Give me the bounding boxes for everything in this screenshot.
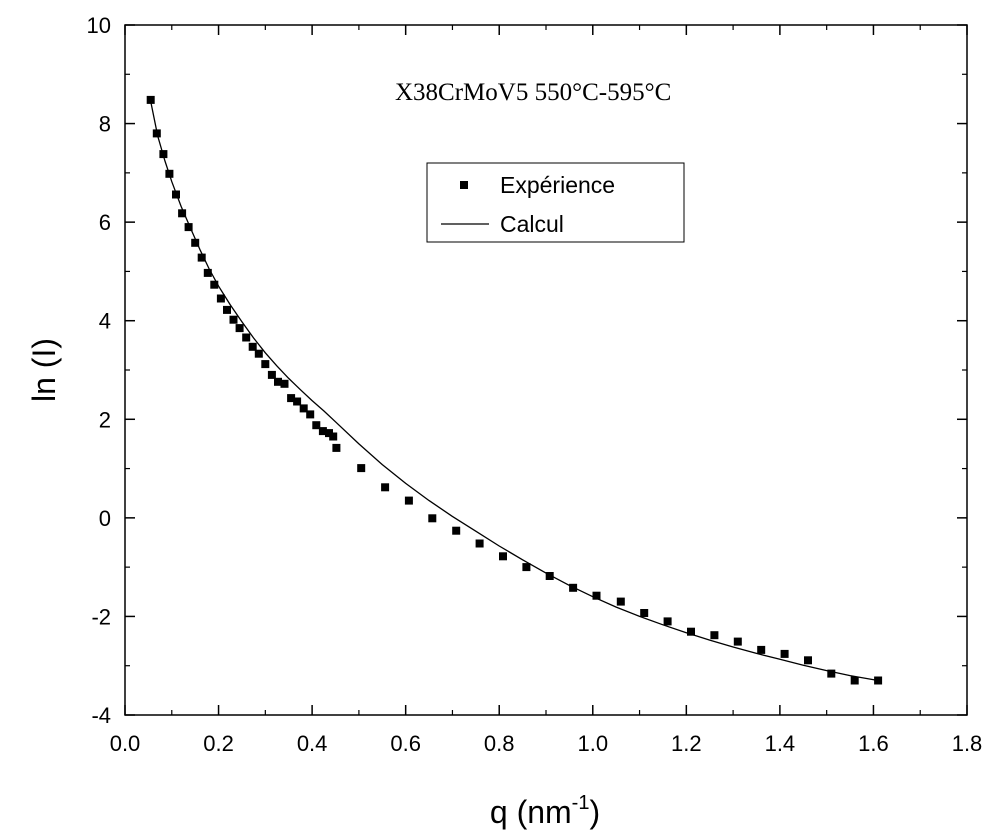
series-layer — [146, 95, 883, 685]
data-point-experience — [428, 514, 437, 523]
data-point-experience — [312, 421, 321, 430]
x-tick-label: 1.2 — [671, 731, 702, 756]
data-point-experience — [280, 379, 289, 388]
x-tick-label: 1.6 — [858, 731, 889, 756]
data-point-experience — [780, 649, 789, 658]
data-point-experience — [203, 268, 212, 277]
x-tick-label: 0.0 — [110, 731, 141, 756]
x-tick-label: 1.4 — [765, 731, 796, 756]
data-point-experience — [172, 190, 180, 199]
data-point-experience — [710, 631, 719, 640]
data-point-experience — [545, 572, 554, 580]
data-point-experience — [640, 609, 649, 617]
data-point-experience — [191, 238, 200, 247]
data-point-experience — [404, 496, 413, 505]
x-tick-label: 1.0 — [577, 731, 608, 756]
data-point-experience — [499, 552, 507, 561]
chart-annotation: X38CrMoV5 550°C-595°C — [395, 79, 671, 106]
data-point-experience — [261, 360, 270, 369]
legend-box — [426, 162, 685, 243]
x-tick-label: 0.6 — [390, 731, 421, 756]
data-point-experience — [165, 169, 174, 178]
data-point-experience — [475, 539, 484, 548]
data-point-experience — [178, 209, 187, 218]
data-point-experience — [184, 223, 193, 232]
data-point-experience — [332, 443, 341, 452]
x-tick-label: 0.8 — [484, 731, 515, 756]
data-point-experience — [452, 526, 461, 535]
x-axis-title-main: q (nm — [490, 794, 572, 830]
y-tick-label: -4 — [91, 703, 111, 728]
data-point-experience — [197, 253, 206, 262]
legend-label-experience: Expérience — [500, 172, 615, 198]
tick-labels: 0.0 0.2 0.4 0.6 0.8 1.0 1.2 1.4 1.6 1.8 -4 -2 0 2 4 6 8 1… — [87, 13, 983, 756]
data-point-experience — [235, 324, 244, 333]
series-line-calcul — [150, 101, 879, 682]
data-point-experience — [874, 676, 883, 685]
x-axis-title-end: ) — [589, 794, 600, 830]
y-tick-label: -2 — [91, 604, 111, 629]
data-point-experience — [216, 294, 225, 303]
data-point-experience — [299, 404, 308, 413]
data-point-experience — [592, 591, 601, 600]
plot-area-frame — [124, 24, 968, 716]
data-point-experience — [663, 617, 672, 626]
y-axis-title: ln (I) — [26, 338, 62, 402]
x-axis-title: q (nm-1) — [490, 792, 600, 830]
data-point-experience — [210, 280, 219, 289]
x-tick-label: 0.4 — [297, 731, 328, 756]
data-point-experience — [827, 669, 836, 678]
data-point-experience — [381, 483, 390, 492]
x-axis-title-superscript: -1 — [572, 792, 590, 814]
data-point-experience — [687, 627, 695, 636]
data-point-experience — [522, 563, 531, 572]
data-point-experience — [152, 129, 161, 138]
data-point-experience — [229, 315, 238, 324]
data-point-experience — [850, 676, 859, 685]
data-point-experience — [804, 656, 812, 665]
data-point-experience — [325, 429, 333, 438]
x-tick-label: 0.2 — [203, 731, 234, 756]
data-point-experience — [306, 410, 315, 419]
data-point-experience — [242, 333, 251, 342]
data-point-experience — [357, 464, 366, 473]
data-point-experience — [616, 597, 625, 606]
data-point-experience — [287, 394, 296, 403]
data-point-experience — [329, 432, 338, 441]
y-tick-label: 2 — [99, 407, 111, 432]
data-point-experience — [254, 349, 263, 358]
legend-label-calcul: Calcul — [500, 211, 564, 237]
data-point-experience — [223, 305, 231, 314]
data-point-experience — [267, 370, 276, 379]
data-point-experience — [159, 150, 168, 159]
y-tick-label: 10 — [87, 13, 111, 38]
data-point-experience — [757, 645, 766, 654]
x-tick-label: 1.8 — [952, 731, 983, 756]
y-tick-label: 8 — [99, 112, 111, 137]
y-tick-label: 6 — [99, 210, 111, 235]
data-point-experience — [248, 342, 257, 351]
data-point-experience — [146, 95, 155, 104]
legend-marker-experience — [460, 181, 468, 189]
data-point-experience — [318, 427, 327, 436]
data-point-experience — [569, 583, 578, 592]
y-tick-label: 0 — [99, 506, 111, 531]
data-point-experience — [274, 377, 282, 386]
data-point-experience — [293, 397, 302, 406]
data-point-experience — [733, 637, 742, 646]
legend: Expérience Calcul — [426, 162, 685, 243]
y-tick-label: 4 — [99, 309, 111, 334]
axis-ticks — [124, 24, 968, 716]
